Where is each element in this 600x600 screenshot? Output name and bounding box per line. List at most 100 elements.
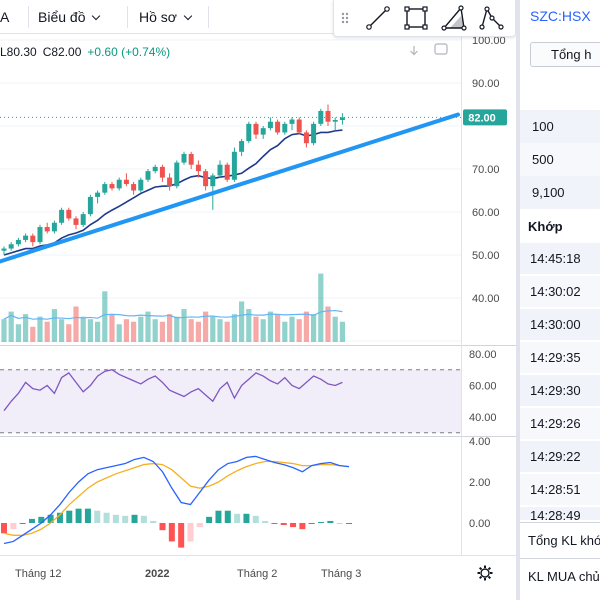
macd-histogram-bar xyxy=(252,515,259,523)
volume-bar xyxy=(138,316,144,342)
price-chart[interactable]: 100.00 90.00 70.00 60.00 50.00 40.00 82.00 80.0… xyxy=(0,0,516,600)
panel-resize-handle[interactable] xyxy=(516,0,520,600)
change-value: +0.60 (+0.74%) xyxy=(87,45,171,59)
total-button[interactable]: Tổng h xyxy=(530,42,600,67)
path-icon[interactable] xyxy=(478,4,506,32)
macd-histogram-bar xyxy=(206,516,213,523)
candle-body xyxy=(260,128,266,135)
volume-bar xyxy=(339,321,345,342)
match-time-row: 14:29:22 xyxy=(520,441,600,473)
volume-bar xyxy=(80,316,86,342)
macd-histogram-bar xyxy=(271,523,278,525)
macd-histogram-bar xyxy=(262,520,269,523)
volume-bar xyxy=(30,326,36,342)
macd-histogram-bar xyxy=(1,523,7,534)
volume-bar xyxy=(95,321,101,342)
volume-bar xyxy=(253,316,259,342)
volume-bar xyxy=(51,309,57,342)
volume-bar xyxy=(152,319,158,342)
trend-line xyxy=(0,112,460,264)
trend-line-icon[interactable] xyxy=(364,4,392,32)
macd-histogram-bar xyxy=(299,523,306,530)
triangle-icon[interactable] xyxy=(440,4,468,32)
chevron-down-icon xyxy=(92,11,101,21)
symbol-label[interactable]: SZC:HSX xyxy=(530,8,591,24)
volume-bar xyxy=(296,319,302,342)
match-header: Khớp xyxy=(528,219,563,234)
toolbar-divider xyxy=(28,6,29,28)
volume-bar xyxy=(23,314,29,342)
rsi-axis-label: 80.00 xyxy=(469,349,497,361)
macd-histogram-bar xyxy=(215,510,222,523)
toolbar-divider xyxy=(127,6,128,28)
candle-body xyxy=(37,227,43,243)
price-axis-label: 100.00 xyxy=(472,35,506,47)
macd-histogram-bar xyxy=(224,510,231,523)
candle-body xyxy=(123,179,129,185)
macd-histogram-bar xyxy=(75,508,82,523)
volume-bar xyxy=(239,301,245,342)
volume-bar xyxy=(116,324,122,342)
candle-body xyxy=(95,192,101,197)
macd-histogram-bar xyxy=(19,523,26,524)
macd-histogram-bar xyxy=(187,523,194,542)
candle-body xyxy=(59,209,65,223)
candle-body xyxy=(23,235,29,240)
macd-histogram-bar xyxy=(131,514,138,523)
quantity-row: 9,100 xyxy=(520,176,600,209)
macd-line xyxy=(3,455,350,545)
macd-histogram-bar xyxy=(140,515,147,523)
volume-bar xyxy=(210,316,216,342)
candle-body xyxy=(275,121,281,133)
macd-histogram-bar xyxy=(336,523,343,524)
time-axis-label: Tháng 3 xyxy=(321,568,361,580)
volume-bar xyxy=(66,324,72,342)
candle-body xyxy=(253,123,259,135)
rsi-band xyxy=(0,369,461,433)
candle-body xyxy=(159,166,165,178)
price-axis-label: 40.00 xyxy=(472,293,500,305)
macd-histogram-bar xyxy=(280,523,287,526)
macd-histogram-bar xyxy=(346,523,352,524)
macd-signal-line xyxy=(3,460,350,536)
macd-histogram-bar xyxy=(94,510,101,523)
chart-menu-button[interactable]: Biểu đồ xyxy=(38,5,101,29)
quantity-row: 500 xyxy=(520,143,600,176)
drag-handle-icon[interactable] xyxy=(338,4,352,32)
volume-bar xyxy=(1,319,7,342)
candle-body xyxy=(15,239,21,245)
macd-histogram-bar xyxy=(47,514,54,523)
volume-bar xyxy=(224,321,230,342)
candle-body xyxy=(30,235,36,243)
match-time-row: 14:29:35 xyxy=(520,342,600,374)
macd-axis-label: 0.00 xyxy=(469,518,490,530)
profile-menu-label: Hồ sơ xyxy=(139,9,177,25)
macd-histogram-bar xyxy=(327,520,334,523)
volume-bar xyxy=(275,314,281,342)
candle-body xyxy=(303,132,309,144)
volume-bar xyxy=(131,321,137,342)
match-time-row: 14:30:00 xyxy=(520,309,600,341)
fullscreen-icon xyxy=(434,43,448,55)
indicator-partial-label[interactable]: A xyxy=(0,9,10,25)
candle-body xyxy=(188,153,194,165)
candle-body xyxy=(296,119,302,133)
candle-body xyxy=(174,162,180,187)
candle-body xyxy=(325,110,331,122)
candle-body xyxy=(102,184,108,193)
rectangle-icon[interactable] xyxy=(402,4,430,32)
volume-bar xyxy=(73,306,79,342)
trade-panel: SZC:HSX Tổng h 100 500 9,100 Khớp 14:45:… xyxy=(520,0,600,600)
current-price-label: 82.00 xyxy=(468,112,496,124)
volume-bar xyxy=(59,319,65,342)
candle-body xyxy=(145,171,151,180)
match-time-row: 14:29:26 xyxy=(520,408,600,440)
candle-body xyxy=(51,222,57,232)
volume-bar xyxy=(217,319,223,342)
macd-histogram-bar xyxy=(196,523,203,528)
macd-axis-label: 4.00 xyxy=(469,436,490,448)
match-time-row: 14:29:30 xyxy=(520,375,600,407)
profile-menu-button[interactable]: Hồ sơ xyxy=(139,5,193,29)
chart-area[interactable]: 100.00 90.00 70.00 60.00 50.00 40.00 82.00 80.0… xyxy=(0,0,516,600)
candle-body xyxy=(311,123,317,144)
